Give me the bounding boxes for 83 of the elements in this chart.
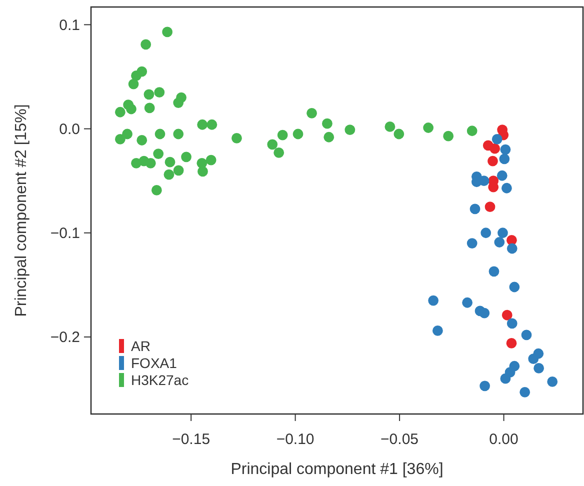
point (520, 386, 530, 398)
point (324, 132, 334, 142)
point (181, 152, 192, 162)
x-tick-label: −0.10 (276, 431, 314, 448)
y-tick-label: −0.1 (50, 225, 80, 242)
x-tick-label: −0.05 (380, 431, 419, 448)
point (466, 238, 478, 248)
point (197, 119, 208, 130)
point (232, 132, 242, 144)
point (428, 295, 439, 306)
legend-label: H3K27ac (131, 372, 189, 388)
point (500, 373, 511, 384)
point (462, 297, 472, 308)
point (153, 148, 164, 159)
point (423, 122, 434, 133)
point (479, 308, 490, 318)
point (322, 118, 332, 129)
point (151, 185, 162, 196)
point (470, 204, 480, 214)
y-axis-title: Principal component #2 [15%] (13, 104, 30, 317)
point (206, 154, 216, 166)
point (145, 158, 156, 168)
point (506, 338, 517, 348)
point (499, 154, 510, 164)
point (484, 202, 496, 212)
point (164, 156, 176, 168)
point (528, 354, 539, 364)
y-tick-label: 0.0 (59, 121, 80, 138)
point (122, 128, 132, 140)
y-tick-label: 0.1 (59, 16, 80, 34)
legend-label: FOXA1 (131, 354, 178, 371)
point (154, 87, 165, 98)
point (144, 102, 155, 114)
point (126, 104, 136, 114)
point (274, 148, 284, 158)
point (500, 144, 511, 155)
point (344, 124, 356, 136)
point (496, 170, 508, 181)
point (206, 119, 218, 130)
point (164, 169, 174, 180)
point (480, 228, 492, 238)
point (154, 128, 166, 140)
point (114, 106, 126, 118)
point (480, 380, 490, 392)
point (502, 182, 512, 194)
x-axis-title: Principal component #1 [36%] (230, 461, 444, 478)
point (162, 26, 172, 38)
x-tick-label: −0.15 (172, 431, 210, 448)
point (488, 266, 500, 277)
point (506, 243, 518, 254)
point (384, 122, 396, 132)
point (140, 39, 152, 50)
point (136, 135, 148, 146)
point (432, 326, 443, 336)
point (144, 89, 154, 100)
point (502, 310, 512, 320)
point (488, 156, 498, 166)
point (173, 128, 184, 140)
point (498, 228, 508, 238)
point (534, 363, 544, 374)
point (198, 166, 208, 177)
x-tick-label: 0.00 (489, 431, 518, 448)
point (494, 237, 505, 248)
point (509, 282, 520, 292)
point (173, 165, 184, 176)
y-tick-label: −0.2 (50, 329, 80, 346)
point (128, 78, 139, 90)
point (131, 70, 142, 81)
point (267, 139, 278, 150)
point (506, 318, 518, 329)
point (547, 376, 558, 387)
point (114, 134, 126, 144)
point (466, 126, 478, 136)
point (292, 128, 304, 140)
legend-label: AR (131, 338, 150, 354)
point (521, 330, 532, 340)
point (394, 128, 404, 140)
point (306, 108, 317, 118)
point (490, 143, 500, 154)
point (492, 134, 502, 144)
point (173, 98, 184, 108)
point (443, 130, 454, 142)
point (277, 130, 288, 140)
